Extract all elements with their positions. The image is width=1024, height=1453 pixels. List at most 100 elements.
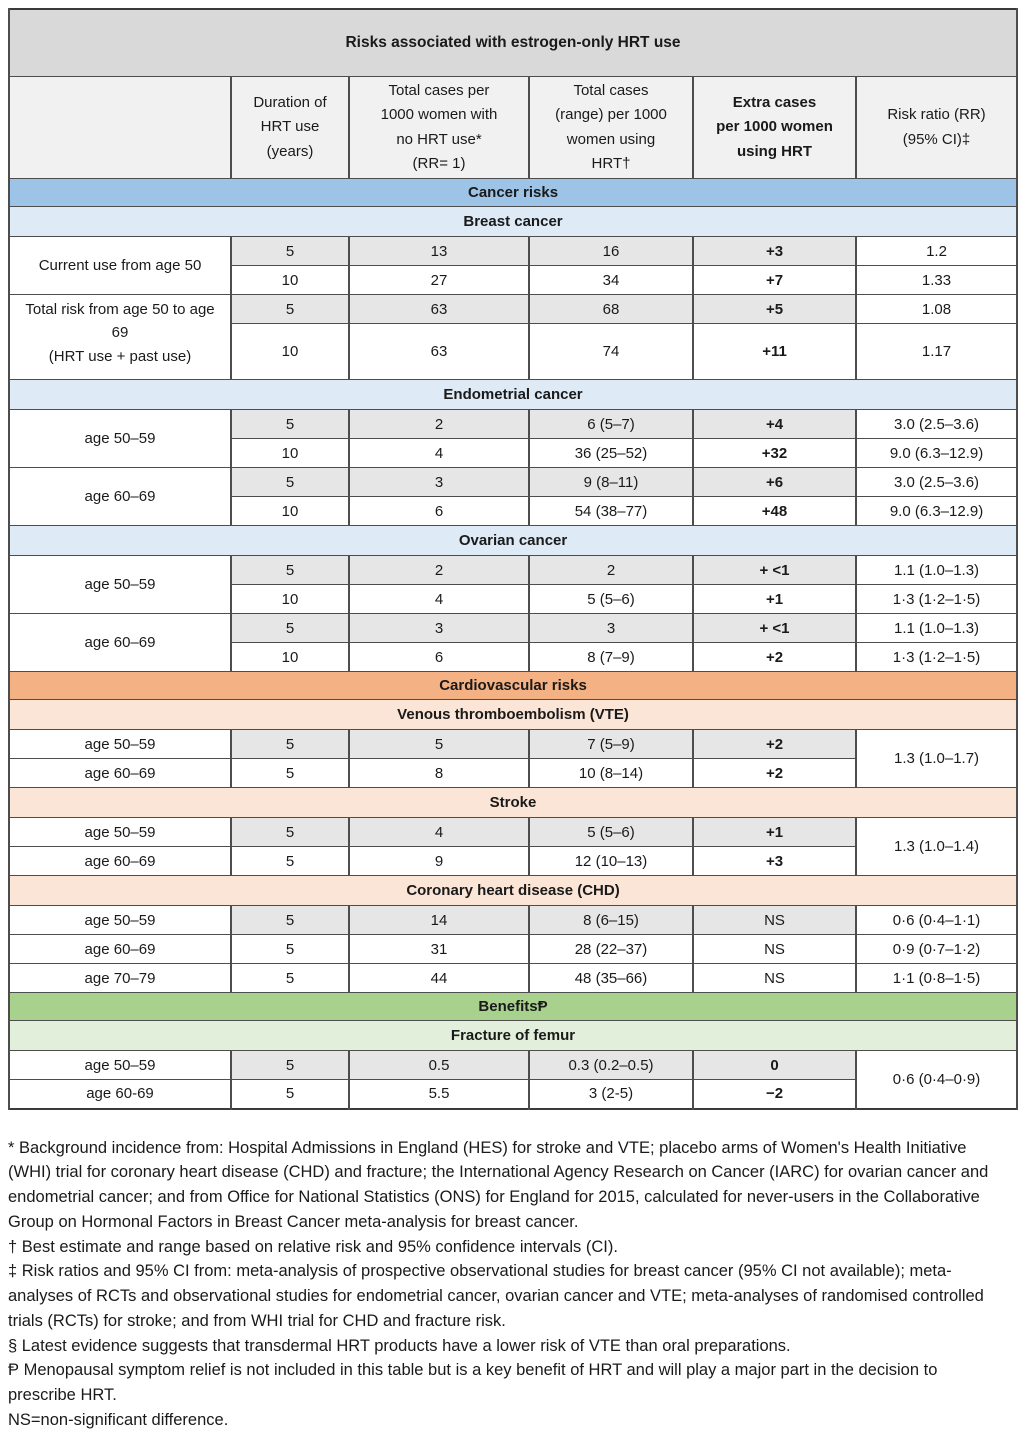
- row-label: age 50–59: [8, 555, 232, 615]
- duration-cell: 10: [230, 438, 350, 469]
- hrt-cases-cell: 8 (6–15): [528, 905, 694, 936]
- table-row: Total risk from age 50 to age 69 (HRT us…: [8, 294, 1019, 381]
- duration-cell: 5: [230, 1050, 350, 1081]
- extra-cases-cell: +4: [692, 409, 857, 440]
- extra-cases-cell: NS: [692, 934, 857, 965]
- extra-cases-cell: NS: [692, 905, 857, 936]
- hrt-cases-cell: 0.3 (0.2–0.5): [528, 1050, 694, 1081]
- table-row: age 50–59 5 5 7 (5–9) +2 1.3 (1.0–1.7): [8, 729, 1019, 789]
- extra-cases-cell: +3: [692, 236, 857, 267]
- subsection-row: Endometrial cancer: [7, 379, 1019, 411]
- hrt-cases-cell: 9 (8–11): [528, 467, 694, 498]
- title-row: Risks associated with estrogen-only HRT …: [7, 8, 1019, 77]
- footnote: ‡ Risk ratios and 95% CI from: meta-anal…: [8, 1262, 984, 1330]
- hrt-cases-cell: 8 (7–9): [528, 642, 694, 673]
- row-label: age 60–69: [8, 758, 232, 789]
- no-hrt-cases-cell: 5: [348, 729, 530, 760]
- row-label: age 60–69: [8, 613, 232, 673]
- subsection-row: Ovarian cancer: [7, 525, 1019, 557]
- row-label: age 60–69: [8, 467, 232, 527]
- risk-ratio-cell: 1.3 (1.0–1.7): [854, 729, 1019, 789]
- no-hrt-cases-cell: 27: [348, 265, 530, 296]
- table-body: Cancer risks Breast cancer Current use fro…: [7, 178, 1019, 1110]
- no-hrt-cases-cell: 2: [348, 555, 530, 586]
- extra-cases-cell: +1: [692, 817, 857, 848]
- footnote: NS=non-significant difference.: [8, 1410, 229, 1429]
- row-label: age 50–59: [8, 409, 232, 469]
- section-header: Cardiovascular risks: [7, 671, 1019, 701]
- risk-ratio-cell: 1.08: [854, 294, 1019, 325]
- extra-cases-cell: +7: [692, 265, 857, 296]
- column-header-0: [8, 75, 232, 180]
- duration-cell: 5: [230, 963, 350, 994]
- table-row: age 50–59 5 14 8 (6–15) NS 0·6 (0·4–1·1): [8, 905, 1019, 936]
- duration-cell: 10: [230, 265, 350, 296]
- extra-cases-cell: +2: [692, 758, 857, 789]
- hrt-cases-cell: 10 (8–14): [528, 758, 694, 789]
- row-label: age 60–69: [8, 934, 232, 965]
- no-hrt-cases-cell: 2: [348, 409, 530, 440]
- hrt-cases-cell: 74: [528, 323, 694, 381]
- no-hrt-cases-cell: 3: [348, 613, 530, 644]
- no-hrt-cases-cell: 4: [348, 584, 530, 615]
- duration-cell: 5: [230, 409, 350, 440]
- no-hrt-cases-cell: 63: [348, 294, 530, 325]
- column-header-row: Duration of HRT use (years) Total cases p…: [8, 75, 1019, 180]
- subsection-header: Ovarian cancer: [7, 525, 1019, 557]
- risk-ratio-cell: 9.0 (6.3–12.9): [854, 438, 1019, 469]
- column-header-3: Total cases (range) per 1000 women using…: [528, 75, 694, 180]
- subsection-header: Stroke: [7, 787, 1019, 819]
- extra-cases-cell: + <1: [692, 613, 857, 644]
- no-hrt-cases-cell: 31: [348, 934, 530, 965]
- subsection-header: Fracture of femur: [7, 1020, 1019, 1052]
- table-row: 10 63 74 +11 1.17: [9, 323, 1019, 381]
- hrt-cases-cell: 3 (2-5): [528, 1079, 694, 1110]
- footnote: * Background incidence from: Hospital Ad…: [8, 1138, 989, 1231]
- row-label: age 60–69: [8, 846, 232, 877]
- no-hrt-cases-cell: 6: [348, 496, 530, 527]
- duration-cell: 5: [230, 758, 350, 789]
- extra-cases-cell: +48: [692, 496, 857, 527]
- hrt-cases-cell: 54 (38–77): [528, 496, 694, 527]
- risk-ratio-cell: 3.0 (2.5–3.6): [854, 467, 1019, 498]
- risk-ratio-cell: 1.1 (1.0–1.3): [854, 555, 1019, 586]
- risk-ratio-cell: 1·3 (1·2–1·5): [854, 642, 1019, 673]
- table-row: Current use from age 50 5 13 16 +3 1.2: [8, 236, 1019, 296]
- row-label: age 50–59: [8, 729, 232, 760]
- extra-cases-cell: +3: [692, 846, 857, 877]
- duration-cell: 10: [230, 642, 350, 673]
- subsection-row: Venous thromboembolism (VTE): [7, 699, 1019, 731]
- risk-ratio-cell: 1.2: [854, 236, 1019, 267]
- table-row: age 60–69 5 31 28 (22–37) NS 0·9 (0·7–1·2): [8, 934, 1019, 965]
- duration-cell: 5: [230, 846, 350, 877]
- duration-cell: 10: [230, 584, 350, 615]
- risk-ratio-cell: 0·6 (0·4–0·9): [854, 1050, 1019, 1110]
- table-row: age 50–59 5 0.5 0.3 (0.2–0.5) 0 0·6 (0·4–0·9): [8, 1050, 1019, 1110]
- table-row: age 60–69 5 3 3 + <1 1.1 (1.0–1.3): [8, 613, 1019, 673]
- risk-ratio-cell: 1·3 (1·2–1·5): [854, 584, 1019, 615]
- no-hrt-cases-cell: 44: [348, 963, 530, 994]
- hrt-cases-cell: 16: [528, 236, 694, 267]
- table-title: Risks associated with estrogen-only HRT …: [7, 8, 1019, 77]
- subsection-row: Stroke: [7, 787, 1019, 819]
- footnote: § Latest evidence suggests that transder…: [8, 1336, 791, 1355]
- row-label: Current use from age 50: [8, 236, 232, 296]
- duration-cell: 10: [230, 496, 350, 527]
- table-row: 10 27 34 +7 1.33: [9, 265, 1019, 296]
- subsection-header: Breast cancer: [7, 206, 1019, 238]
- hrt-risk-table: Risks associated with estrogen-only HRT …: [7, 8, 1019, 1110]
- hrt-cases-cell: 7 (5–9): [528, 729, 694, 760]
- no-hrt-cases-cell: 9: [348, 846, 530, 877]
- extra-cases-cell: +6: [692, 467, 857, 498]
- hrt-cases-cell: 6 (5–7): [528, 409, 694, 440]
- subsection-header: Coronary heart disease (CHD): [7, 875, 1019, 907]
- hrt-cases-cell: 12 (10–13): [528, 846, 694, 877]
- extra-cases-cell: 0: [692, 1050, 857, 1081]
- subsection-header: Endometrial cancer: [7, 379, 1019, 411]
- no-hrt-cases-cell: 14: [348, 905, 530, 936]
- no-hrt-cases-cell: 4: [348, 817, 530, 848]
- subsection-row: Fracture of femur: [7, 1020, 1019, 1052]
- no-hrt-cases-cell: 0.5: [348, 1050, 530, 1081]
- hrt-cases-cell: 3: [528, 613, 694, 644]
